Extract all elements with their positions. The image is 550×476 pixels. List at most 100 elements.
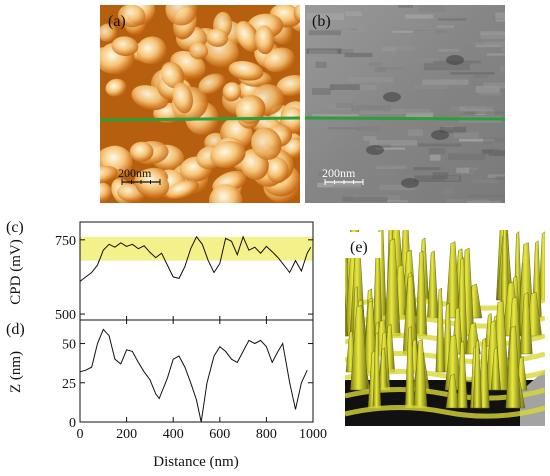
kpfm-streak bbox=[453, 132, 479, 139]
kpfm-streak bbox=[475, 85, 500, 93]
kpfm-streak bbox=[422, 79, 469, 85]
afm-grain bbox=[111, 36, 139, 57]
kpfm-streak bbox=[333, 184, 361, 190]
afm-grain bbox=[235, 95, 266, 124]
kpfm-streak bbox=[432, 172, 449, 180]
panel-d-chart: (d) 0 25 50 0 200 400 600 800 1000 Z (nm) Distan… bbox=[6, 319, 327, 470]
kpfm-streak bbox=[446, 199, 491, 203]
afm-grain bbox=[210, 141, 246, 168]
kpfm-streak bbox=[318, 171, 356, 177]
cpd-highlight-band bbox=[80, 236, 313, 261]
kpfm-streak bbox=[351, 105, 391, 112]
kpfm-streak bbox=[417, 5, 446, 13]
kpfm-streak bbox=[342, 196, 388, 202]
kpfm-streak bbox=[437, 25, 454, 29]
cpd-series-line bbox=[79, 235, 312, 282]
kpfm-streak bbox=[480, 32, 505, 40]
afm-grain bbox=[117, 5, 146, 28]
kpfm-streak bbox=[311, 114, 359, 117]
kpfm-streak bbox=[439, 126, 467, 134]
afm-grain bbox=[136, 36, 167, 65]
panel-b: (b) 200nm bbox=[304, 5, 506, 203]
kpfm-streak bbox=[465, 167, 478, 172]
y-tick-label-d: 0 bbox=[69, 416, 76, 431]
panel-a: (a) 200nm bbox=[99, 5, 301, 203]
kpfm-streak bbox=[467, 41, 505, 46]
kpfm-streak bbox=[443, 188, 455, 195]
surface-spike bbox=[345, 292, 349, 337]
y-axis-label-d: Z (nm) bbox=[8, 351, 24, 393]
surface-spike bbox=[490, 347, 501, 391]
panel-label-c: (c) bbox=[6, 219, 24, 236]
kpfm-streak bbox=[306, 13, 344, 20]
surface-spike bbox=[538, 231, 545, 301]
afm-grain bbox=[222, 82, 242, 102]
afm-grain bbox=[100, 165, 118, 184]
kpfm-streak bbox=[378, 67, 405, 70]
x-tick-label-d: 0 bbox=[77, 427, 84, 442]
kpfm-streak bbox=[429, 154, 441, 161]
kpfm-streak bbox=[348, 76, 394, 83]
surface-spike bbox=[472, 339, 482, 409]
afm-grain bbox=[100, 181, 112, 202]
afm-grain bbox=[235, 20, 260, 52]
kpfm-streak bbox=[381, 47, 396, 52]
kpfm-streak bbox=[459, 106, 494, 112]
kpfm-streak bbox=[473, 75, 488, 78]
kpfm-streak bbox=[483, 137, 505, 144]
scalebar-a: 200nm bbox=[118, 166, 161, 185]
kpfm-streak bbox=[487, 174, 505, 178]
y-tick-label-c: 500 bbox=[55, 308, 76, 323]
scalebar-b: 200nm bbox=[322, 166, 364, 185]
x-tick-label-d: 400 bbox=[163, 427, 184, 442]
kpfm-dark-spot bbox=[401, 178, 419, 188]
kpfm-streak bbox=[399, 109, 431, 114]
kpfm-texture bbox=[306, 5, 505, 203]
kpfm-streak bbox=[456, 167, 470, 174]
kpfm-streak bbox=[416, 57, 440, 62]
afm-grain bbox=[129, 141, 154, 162]
kpfm-streak bbox=[478, 110, 495, 116]
kpfm-streak bbox=[414, 85, 449, 89]
afm-grain bbox=[263, 47, 295, 73]
profile-line-b bbox=[304, 116, 506, 121]
kpfm-streak bbox=[379, 184, 415, 191]
panel-label-d: (d) bbox=[6, 321, 25, 338]
afm-grain bbox=[276, 75, 300, 96]
kpfm-streak bbox=[375, 147, 406, 150]
kpfm-streak bbox=[374, 67, 386, 73]
surface-spike bbox=[435, 287, 445, 373]
afm-grain bbox=[251, 127, 282, 160]
afm-grain bbox=[266, 157, 289, 184]
panel-label-b: (b) bbox=[312, 13, 331, 30]
kpfm-streak bbox=[450, 72, 495, 75]
kpfm-streak bbox=[495, 19, 505, 22]
panel-label-e-box bbox=[345, 232, 381, 258]
kpfm-streak bbox=[459, 138, 495, 142]
afm-grain bbox=[228, 60, 264, 81]
x-tick-label-d: 1000 bbox=[299, 427, 327, 442]
kpfm-streak bbox=[464, 111, 505, 115]
surface-spike bbox=[456, 340, 468, 409]
axis-ticks-c: 500 750 bbox=[55, 234, 314, 323]
y-tick-label-d: 25 bbox=[62, 377, 76, 392]
panel-c-chart: (c) 500 750 CPD (mV) bbox=[6, 219, 314, 323]
kpfm-dark-spot bbox=[383, 92, 401, 102]
surface-spike bbox=[519, 292, 533, 355]
kpfm-streak bbox=[336, 103, 354, 109]
kpfm-streak bbox=[418, 143, 462, 147]
afm-grains bbox=[100, 5, 300, 203]
afm-grain bbox=[166, 180, 199, 199]
afm-grain bbox=[283, 137, 300, 157]
kpfm-streak bbox=[465, 103, 505, 109]
x-tick-label-d: 800 bbox=[256, 427, 277, 442]
kpfm-streak bbox=[398, 5, 414, 8]
kpfm-dark-spot bbox=[446, 55, 464, 65]
afm-grain bbox=[208, 184, 243, 203]
height-series-line bbox=[79, 328, 308, 423]
kpfm-streak bbox=[329, 84, 360, 91]
kpfm-streak bbox=[428, 147, 446, 155]
afm-grain bbox=[165, 5, 198, 26]
kpfm-streak bbox=[321, 24, 349, 31]
afm-grain bbox=[100, 23, 118, 42]
